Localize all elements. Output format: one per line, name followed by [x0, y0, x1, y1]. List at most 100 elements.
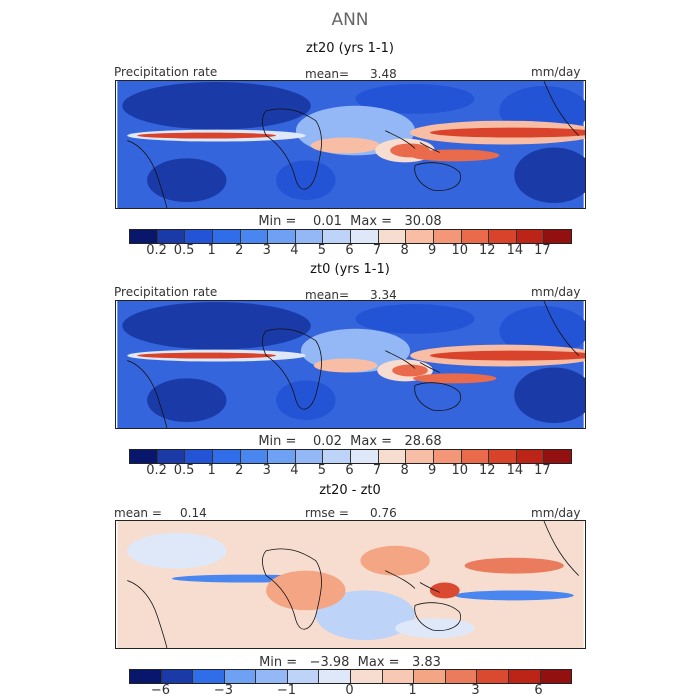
map-2-coastline-south-america [127, 360, 168, 428]
panel-1-mean-value: 3.48 [370, 67, 397, 81]
map-2-coastline-asia [385, 350, 440, 373]
map-1-coastline-australia [414, 162, 461, 191]
map-1-coastline-africa [262, 108, 322, 190]
colorbar-swatch [351, 450, 379, 463]
panel-3-colorbar-ticks: −6 −3 −1 0 1 3 6 [129, 683, 572, 699]
colorbar-swatch [212, 230, 241, 243]
map-2-africa-wet [313, 358, 378, 373]
panel-2-units: mm/day [531, 285, 581, 299]
colorbar-tick-label: 2 [235, 463, 244, 478]
panel-2-title: zt0 (yrs 1-1) [310, 262, 390, 277]
map-3-asia-positive [360, 545, 430, 576]
colorbar-swatch [461, 450, 490, 463]
panel-1-colorbar-ticks: 0.2 0.5 1 2 3 4 5 6 7 8 9 10 12 14 17 [129, 243, 572, 259]
map-1-dry-north-atlantic [122, 81, 311, 130]
panel-3-rmse-value: 0.76 [370, 506, 397, 520]
colorbar-swatch [185, 450, 213, 463]
map-3-coastline-central-america [543, 521, 579, 576]
panel-3-max-value: 3.83 [411, 655, 441, 670]
colorbar-tick-label: 17 [534, 243, 551, 258]
colorbar-swatch [161, 670, 194, 683]
panel-2-mean-value: 3.34 [370, 288, 397, 302]
panel-2-variable-label: Precipitation rate [114, 285, 218, 299]
colorbar-tick-label: 3 [471, 683, 480, 698]
colorbar-tick-label: −3 [213, 683, 234, 698]
colorbar-swatch [157, 450, 186, 463]
colorbar-tick-label: −1 [276, 683, 297, 698]
colorbar-swatch [445, 670, 478, 683]
map-3-pacific-negative-band [454, 590, 574, 601]
map-1-dry-southeast-pacific [514, 147, 585, 204]
map-3-coastline-south-america [127, 580, 168, 648]
colorbar-tick-label: 8 [400, 463, 409, 478]
colorbar-tick-label: −6 [150, 683, 171, 698]
map-2-pacific-itcz [429, 350, 585, 361]
map-3-coastline-asia [385, 570, 440, 593]
colorbar-tick-label: 9 [428, 243, 437, 258]
colorbar-tick-label: 1 [408, 683, 417, 698]
colorbar-tick-label: 4 [290, 243, 299, 258]
colorbar-swatch [256, 670, 288, 683]
colorbar-swatch [544, 450, 571, 463]
colorbar-swatch [130, 230, 158, 243]
colorbar-swatch [508, 670, 541, 683]
panel-1-max-label: Max = [350, 214, 393, 229]
colorbar-swatch [406, 450, 434, 463]
colorbar-tick-label: 0.5 [173, 243, 195, 258]
colorbar-tick-label: 8 [400, 243, 409, 258]
figure-title: ANN [331, 10, 369, 30]
map-3-north-atlantic-near-zero [127, 532, 227, 569]
panel-3-title: zt20 - zt0 [319, 483, 381, 498]
panel-3-max-label: Max = [357, 655, 400, 670]
map-2-dry-south-atlantic [147, 378, 227, 423]
panel-2-map-svg [117, 301, 585, 428]
map-1-dry-north-pacific-west [355, 83, 475, 114]
map-3-pacific-positive-band [464, 557, 564, 574]
colorbar-swatch [414, 670, 446, 683]
colorbar-swatch [240, 450, 269, 463]
panel-3-min-label: Min = [259, 655, 298, 670]
colorbar-swatch [295, 450, 324, 463]
colorbar-tick-label: 12 [479, 243, 496, 258]
colorbar-swatch [323, 450, 351, 463]
panel-3-min-max: Min = −3.98 Max = 3.83 [0, 655, 700, 670]
colorbar-tick-label: 17 [534, 463, 551, 478]
colorbar-swatch [268, 450, 296, 463]
panel-3-mean-value: 0.14 [180, 506, 207, 520]
panel-1-colorbar [129, 229, 572, 244]
panel-1-min-max: Min = 0.01 Max = 30.08 [0, 214, 700, 229]
colorbar-swatch [489, 450, 517, 463]
map-3-maritime-positive [429, 582, 460, 599]
map-2-spcz [413, 373, 497, 384]
colorbar-swatch [130, 450, 158, 463]
colorbar-swatch [157, 230, 186, 243]
colorbar-swatch [240, 230, 269, 243]
map-2-dry-north-pacific-west [355, 303, 475, 334]
colorbar-swatch [268, 230, 296, 243]
map-1-africa-wet [310, 137, 381, 154]
panel-3-units: mm/day [531, 506, 581, 520]
map-2-dry-north-pacific-east [499, 305, 585, 356]
colorbar-tick-label: 5 [317, 243, 327, 258]
colorbar-swatch [477, 670, 509, 683]
colorbar-swatch [378, 230, 407, 243]
colorbar-tick-label: 10 [451, 243, 469, 258]
panel-2-map [115, 300, 586, 429]
panel-1-units: mm/day [531, 65, 581, 79]
colorbar-tick-label: 0.2 [146, 243, 167, 258]
panel-2-min-value: 0.02 [312, 434, 342, 449]
panel-1-map-svg [117, 81, 585, 208]
map-1-pacific-itcz [429, 127, 585, 138]
colorbar-tick-label: 6 [534, 683, 543, 698]
panel-2-colorbar [129, 449, 572, 464]
colorbar-swatch [319, 670, 352, 683]
map-1-coastline-central-america [543, 81, 579, 136]
panel-3-mean-label: mean = [114, 506, 162, 520]
colorbar-tick-label: 9 [428, 463, 437, 478]
colorbar-swatch [433, 230, 462, 243]
map-3-africa-positive [266, 570, 346, 611]
panel-2-colorbar-ticks: 0.2 0.5 1 2 3 4 5 6 7 8 9 10 12 14 17 [129, 463, 572, 479]
colorbar-tick-label: 1 [207, 243, 216, 258]
map-1-coastline-asia [385, 130, 440, 153]
colorbar-swatch [378, 450, 407, 463]
